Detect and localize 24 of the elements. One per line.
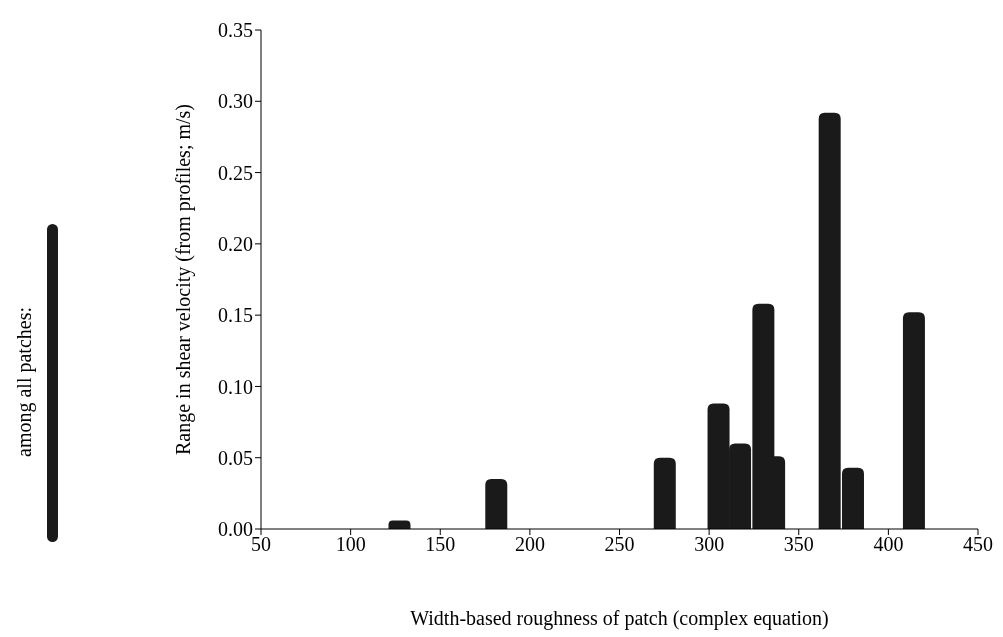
y-tick-label: 0.30 <box>218 90 253 113</box>
x-tick-label: 150 <box>425 533 456 556</box>
x-tick-label: 250 <box>604 533 635 556</box>
x-axis-title: Width-based roughness of patch (complex equation) <box>410 607 829 630</box>
x-tick-label: 300 <box>694 533 725 556</box>
y-tick-label: 0.10 <box>218 375 253 398</box>
bar <box>388 520 411 529</box>
y-tick-label: 0.00 <box>218 518 253 541</box>
bar <box>485 479 508 529</box>
y-axis-title: Range in shear velocity (from profiles; m/s) <box>172 103 196 456</box>
x-tick-label: 450 <box>963 533 993 556</box>
text: among all patches: <box>13 307 36 457</box>
x-tick-label: 350 <box>783 533 814 556</box>
x-tick-label: 400 <box>873 533 904 556</box>
bar <box>902 312 925 529</box>
bar <box>653 457 676 529</box>
y-tick-label: 0.20 <box>218 232 253 255</box>
y-tick-label: 0.05 <box>218 446 253 469</box>
y-tick-label: 0.15 <box>218 304 253 327</box>
x-tick-label: 50 <box>251 533 271 556</box>
y-tick-label: 0.35 <box>218 19 253 42</box>
y-tick-label: 0.25 <box>218 161 253 184</box>
x-tick-label: 100 <box>335 533 366 556</box>
x-tick-label: 200 <box>514 533 545 556</box>
